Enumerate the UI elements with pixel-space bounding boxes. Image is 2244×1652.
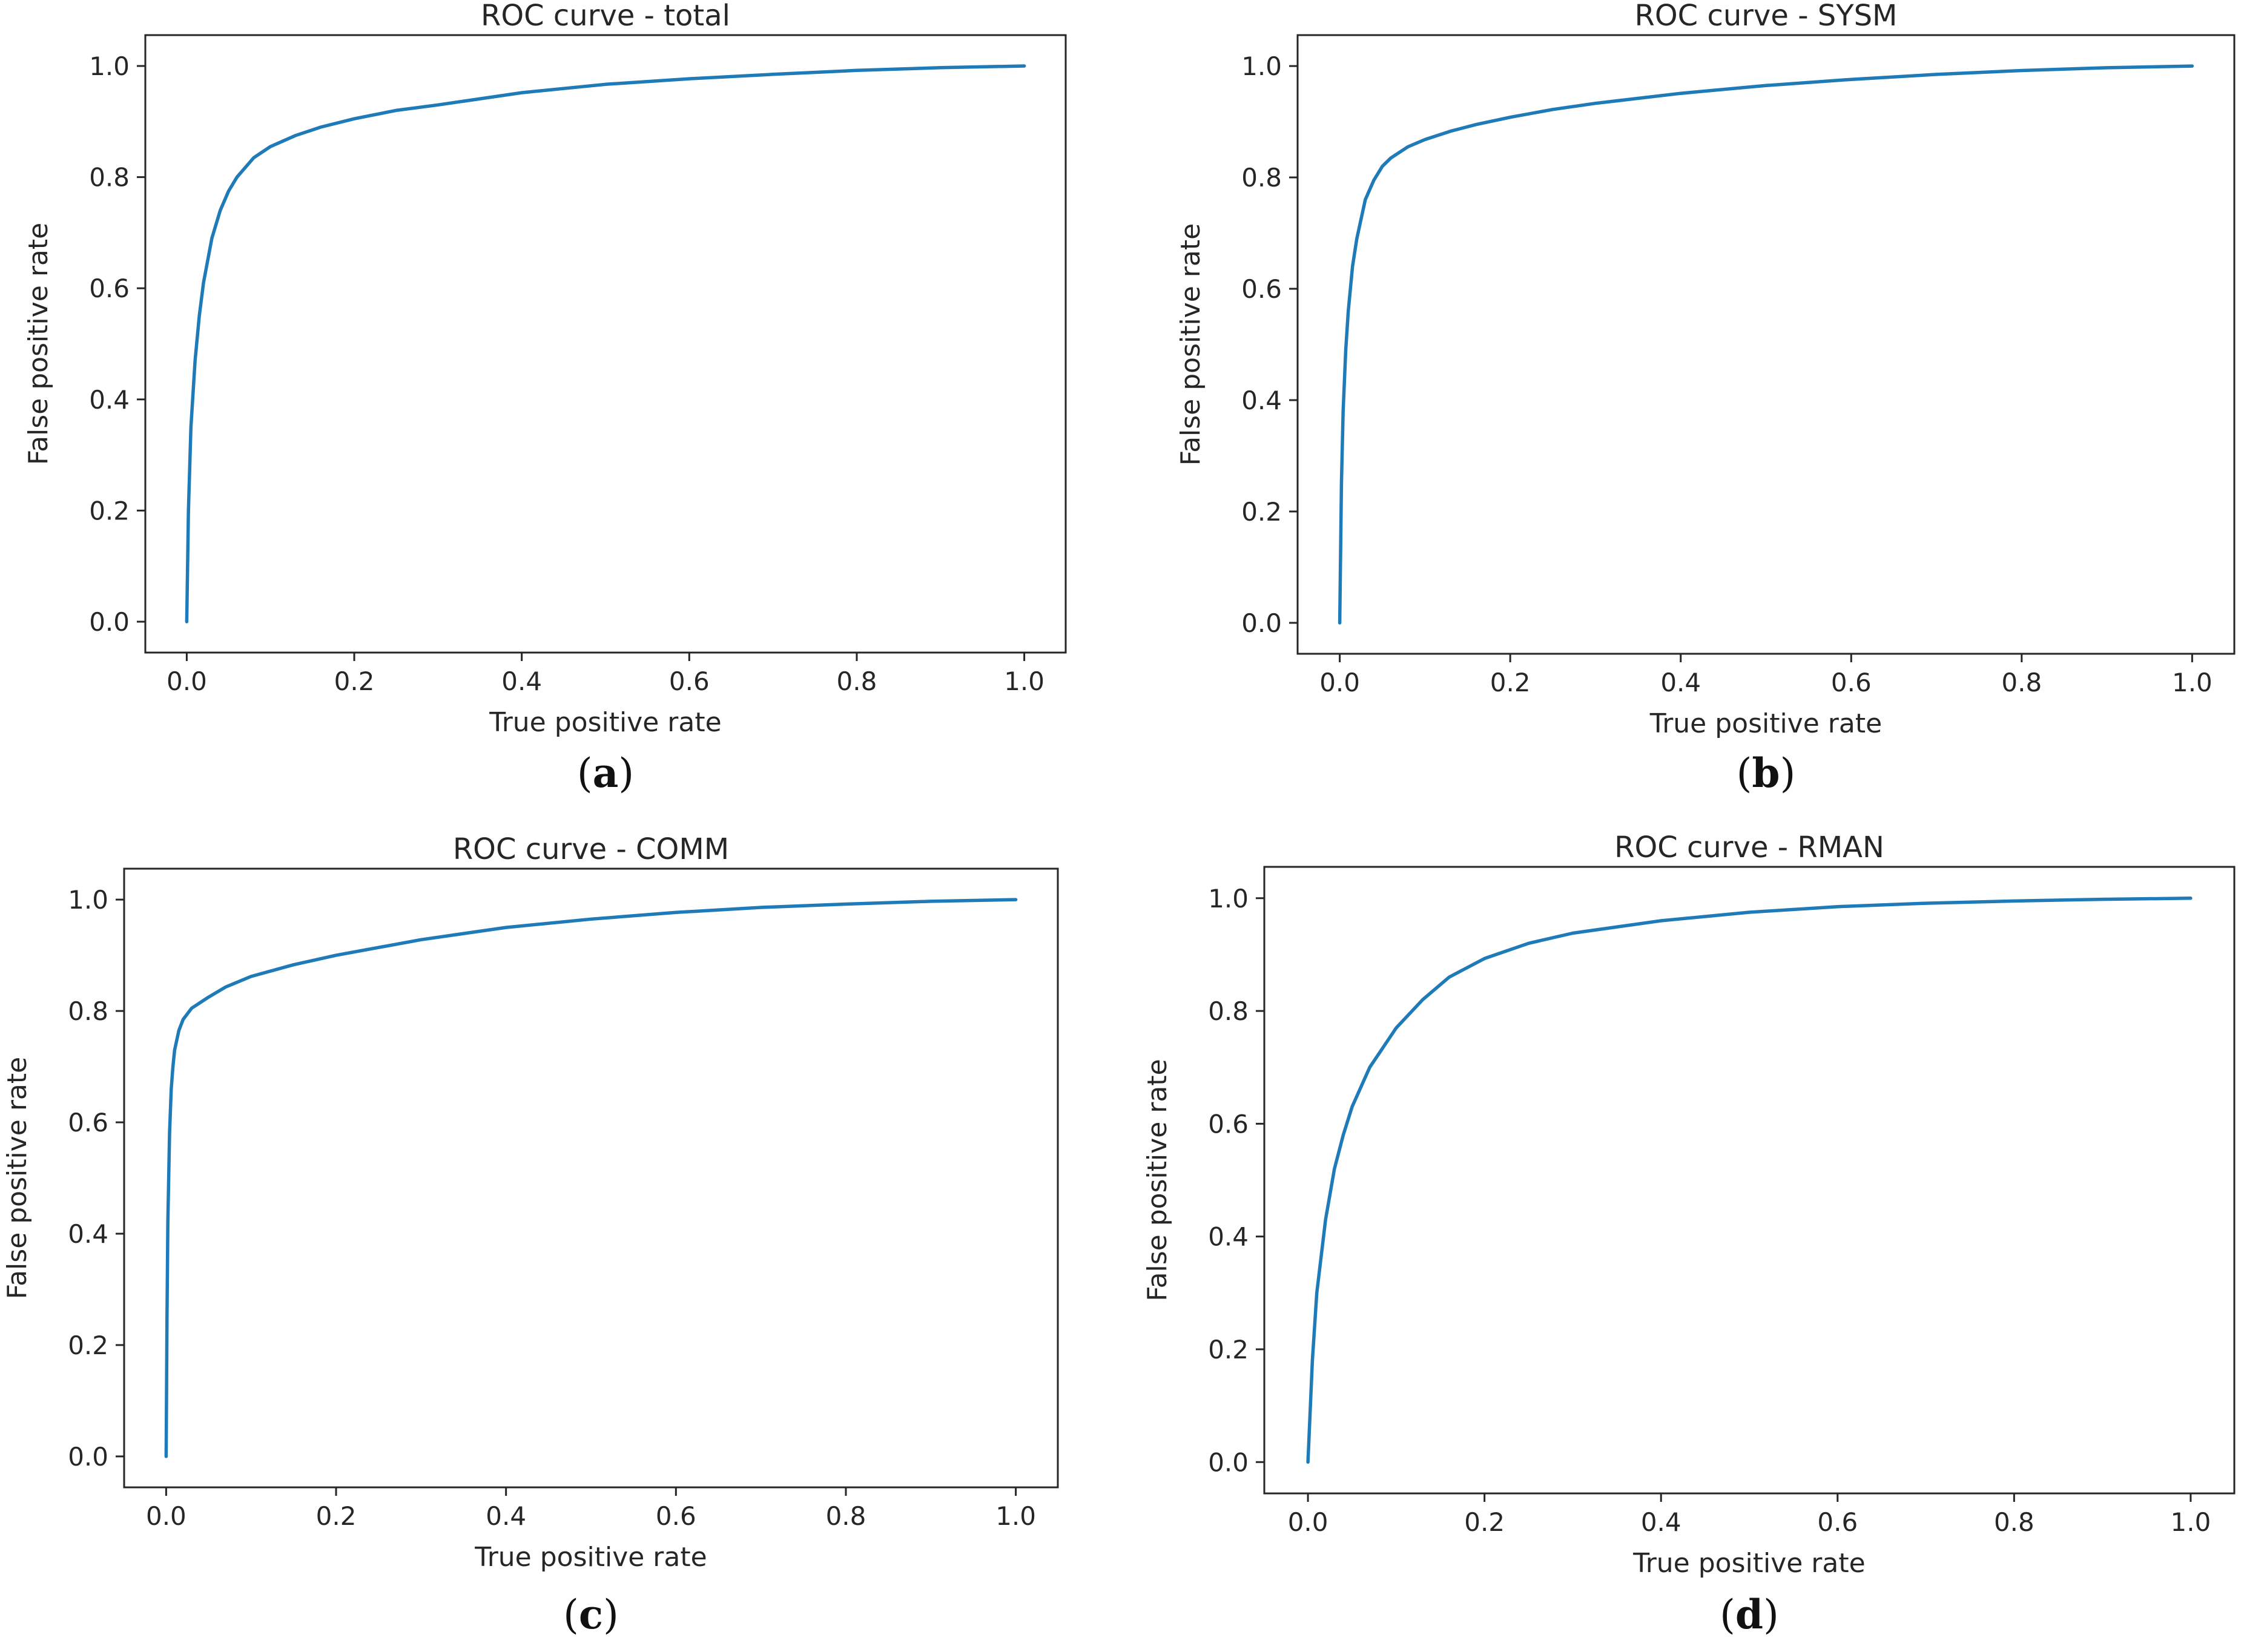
y-tick-label: 1.0 (68, 885, 108, 915)
roc-panel-b: 0.0 0.2 0.4 0.6 0.8 1.0 0.0 0.2 0.4 0.6 0.8 1.0 ROC … (1175, 0, 2236, 797)
x-axis-label: True positive rate (474, 1542, 707, 1573)
plot-frame (1263, 866, 2236, 1495)
x-tick-label: 0.4 (1641, 1507, 1681, 1537)
y-tick-label: 1.0 (1241, 51, 1282, 81)
roc-panel-d: 0.0 0.2 0.4 0.6 0.8 1.0 0.0 0.2 0.4 0.6 0.8 1.0 ROC … (1142, 831, 2236, 1638)
y-axis-label: False positive rate (1142, 1059, 1173, 1301)
caption-open-paren: ( (1737, 750, 1752, 797)
caption-open-paren: ( (1720, 1591, 1735, 1638)
panel-caption: (d) (1720, 1591, 1779, 1638)
x-axis-label: True positive rate (1632, 1548, 1865, 1579)
y-tick-label: 0.6 (1241, 274, 1282, 304)
caption-close-paren: ) (618, 750, 634, 797)
y-axis-label: False positive rate (1175, 223, 1206, 466)
y-axis-label: False positive rate (23, 223, 54, 465)
caption-open-paren: ( (577, 750, 593, 797)
y-tick-label: 0.0 (1208, 1447, 1249, 1477)
caption-letter: c (579, 1591, 603, 1638)
roc-curve-line (164, 898, 1018, 1458)
y-tick-label: 0.0 (1241, 608, 1282, 638)
roc-panel-c: 0.0 0.2 0.4 0.6 0.8 1.0 0.0 0.2 0.4 0.6 0.8 1.0 ROC … (2, 832, 1059, 1638)
y-tick-label: 0.2 (68, 1331, 108, 1360)
x-tick-label: 1.0 (2171, 1507, 2211, 1537)
chart-title: ROC curve - SYSM (1635, 0, 1898, 33)
x-tick-label: 0.0 (1319, 668, 1360, 697)
chart-title: ROC curve - RMAN (1614, 831, 1884, 864)
panel-caption: (a) (577, 749, 634, 797)
roc-curve-line (1338, 64, 2194, 625)
y-tick-label: 0.8 (89, 163, 130, 193)
caption-letter: d (1735, 1591, 1763, 1638)
caption-letter: b (1752, 749, 1780, 797)
x-tick-label: 0.6 (1817, 1507, 1858, 1537)
caption-open-paren: ( (563, 1591, 579, 1638)
x-axis-label: True positive rate (489, 707, 721, 738)
plot-frame (144, 34, 1067, 654)
x-tick-label: 0.2 (1464, 1507, 1505, 1537)
y-tick-label: 0.4 (68, 1219, 108, 1249)
y-tick-label: 0.6 (89, 274, 130, 303)
y-tick-label: 0.2 (1241, 497, 1282, 527)
x-tick-label: 1.0 (2172, 668, 2213, 697)
x-tick-label: 0.8 (837, 666, 877, 696)
caption-close-paren: ) (603, 1591, 619, 1638)
plot-frame (1296, 34, 2236, 655)
chart-title: ROC curve - total (481, 0, 730, 33)
caption-close-paren: ) (1763, 1591, 1779, 1638)
x-tick-label: 0.8 (1994, 1507, 2034, 1537)
caption-letter: a (593, 749, 619, 797)
roc-curve-line (185, 64, 1026, 624)
x-tick-label: 0.0 (167, 666, 207, 696)
y-tick-label: 0.0 (68, 1442, 108, 1472)
x-tick-label: 0.6 (1831, 668, 1872, 697)
x-tick-label: 0.4 (1660, 668, 1701, 697)
y-axis-label: False positive rate (2, 1057, 33, 1299)
x-tick-label: 0.6 (656, 1501, 696, 1531)
y-tick-label: 0.6 (1208, 1109, 1249, 1139)
x-axis-label: True positive rate (1649, 708, 1882, 739)
y-tick-label: 0.8 (1241, 163, 1282, 193)
y-tick-label: 0.4 (1208, 1222, 1249, 1252)
caption-close-paren: ) (1780, 750, 1796, 797)
x-tick-label: 1.0 (1004, 666, 1044, 696)
y-tick-label: 0.4 (1241, 386, 1282, 415)
roc-curve-line (1306, 897, 2193, 1464)
y-tick-label: 0.6 (68, 1108, 108, 1137)
y-tick-label: 0.2 (89, 496, 130, 525)
chart-title: ROC curve - COMM (453, 832, 729, 866)
x-tick-label: 1.0 (995, 1501, 1036, 1531)
y-tick-label: 0.8 (68, 996, 108, 1026)
y-tick-label: 0.2 (1208, 1335, 1249, 1364)
x-tick-label: 0.2 (334, 666, 375, 696)
y-tick-label: 1.0 (89, 51, 130, 81)
x-tick-label: 0.4 (486, 1501, 526, 1531)
y-tick-label: 0.4 (89, 385, 130, 415)
y-tick-label: 0.0 (89, 607, 130, 637)
x-tick-label: 0.2 (316, 1501, 357, 1531)
y-tick-label: 1.0 (1208, 884, 1249, 913)
x-tick-label: 0.2 (1490, 668, 1531, 697)
x-tick-label: 0.8 (826, 1501, 866, 1531)
plot-frame (123, 867, 1059, 1489)
x-tick-label: 0.4 (501, 666, 542, 696)
x-tick-label: 0.6 (669, 666, 710, 696)
roc-panel-a: 0.0 0.2 0.4 0.6 0.8 1.0 0.0 0.2 0.4 0.6 0.8 1.0 ROC … (23, 0, 1067, 797)
y-tick-label: 0.8 (1208, 996, 1249, 1026)
x-tick-label: 0.0 (146, 1501, 186, 1531)
x-tick-label: 0.8 (2001, 668, 2042, 697)
x-tick-label: 0.0 (1288, 1507, 1328, 1537)
panel-caption: (b) (1737, 749, 1796, 797)
panel-caption: (c) (563, 1591, 619, 1638)
